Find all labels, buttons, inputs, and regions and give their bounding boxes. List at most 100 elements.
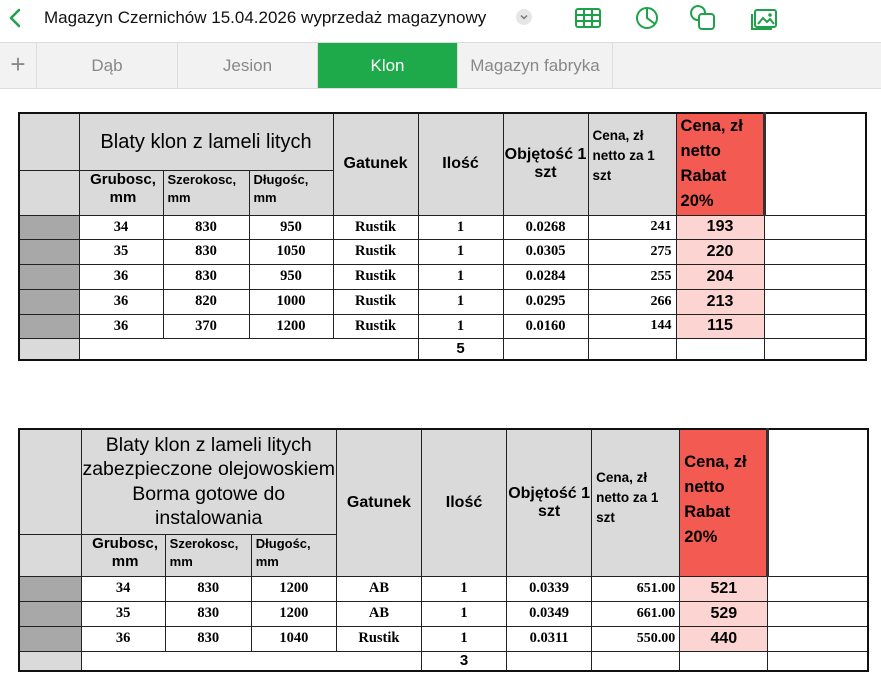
empty-cell[interactable] (80, 650, 422, 672)
cell-objetosc[interactable]: 0.0268 (502, 214, 589, 240)
header-cena-rabat[interactable]: Cena, zł netto Rabat 20% (679, 428, 770, 577)
cell-total-ilosc[interactable]: 3 (420, 650, 508, 672)
cell-objetosc[interactable]: 0.0311 (506, 625, 593, 652)
table-row[interactable]: 35 830 1200 AB 1 0.0349 661.00 529 (18, 600, 869, 627)
cell-cena[interactable]: 661.00 (591, 600, 681, 627)
table-row[interactable]: 36 820 1000 Rustik 1 0.0295 266 213 (18, 288, 867, 315)
cell-objetosc[interactable]: 0.0349 (506, 600, 593, 627)
cell-szerokosc[interactable]: 830 (164, 600, 252, 627)
cell-objetosc[interactable]: 0.0339 (506, 575, 593, 602)
cell-szerokosc[interactable]: 830 (164, 625, 252, 652)
header-szerokosc[interactable]: Szerokosc, mm (162, 169, 250, 216)
cell-ilosc[interactable]: 1 (420, 600, 508, 627)
row-header-cell[interactable] (18, 650, 82, 672)
cell-cena-rabat[interactable]: 220 (675, 238, 765, 265)
cell-szerokosc[interactable]: 830 (162, 214, 250, 240)
header-cena[interactable]: Cena, zł netto za 1 szt (587, 112, 677, 216)
cell-cena[interactable]: 241 (587, 214, 677, 240)
cell-dlugosc[interactable]: 1200 (248, 313, 334, 339)
empty-cell[interactable] (767, 600, 869, 627)
header-cena-rabat[interactable]: Cena, zł netto Rabat 20% (675, 112, 766, 216)
cell-ilosc[interactable]: 1 (417, 313, 504, 339)
empty-cell[interactable] (767, 650, 869, 672)
empty-cell[interactable] (78, 337, 419, 361)
cell-objetosc[interactable]: 0.0284 (502, 263, 589, 290)
empty-cell[interactable] (767, 428, 869, 577)
table-row[interactable]: 36 830 950 Rustik 1 0.0284 255 204 (18, 263, 867, 290)
cell-objetosc[interactable]: 0.0295 (502, 288, 589, 315)
media-icon[interactable] (750, 5, 778, 31)
shapes-icon[interactable] (690, 5, 718, 31)
cell-cena-rabat[interactable]: 521 (679, 575, 769, 602)
cell-cena[interactable]: 651.00 (591, 575, 681, 602)
row-header-cell[interactable] (18, 313, 80, 339)
cell-cena-rabat[interactable]: 213 (675, 288, 765, 315)
row-header-cell[interactable] (18, 238, 80, 265)
cell-cena[interactable]: 275 (587, 238, 677, 265)
document-title[interactable]: Magazyn Czernichów 15.04.2026 wyprzedaż … (44, 8, 487, 27)
empty-cell[interactable] (675, 337, 765, 361)
table-title[interactable]: Blaty klon z lameli litych zabezpieczone… (80, 428, 337, 535)
header-dlugosc[interactable]: Długośc, mm (248, 169, 334, 216)
cell-szerokosc[interactable]: 830 (162, 263, 250, 290)
table-row[interactable]: 36 370 1200 Rustik 1 0.0160 144 115 (18, 313, 867, 339)
cell-cena-rabat[interactable]: 440 (679, 625, 769, 652)
cell-dlugosc[interactable]: 1200 (250, 600, 337, 627)
row-header-cell[interactable] (18, 263, 80, 290)
empty-cell[interactable] (506, 650, 593, 672)
cell-dlugosc[interactable]: 950 (248, 263, 334, 290)
cell-cena[interactable]: 255 (587, 263, 677, 290)
cell-ilosc[interactable]: 1 (417, 288, 504, 315)
table-row[interactable]: 36 830 1040 Rustik 1 0.0311 550.00 440 (18, 625, 869, 652)
table-title[interactable]: Blaty klon z lameli litych (78, 112, 334, 171)
cell-ilosc[interactable]: 1 (417, 263, 504, 290)
table-klon-lamele-borma[interactable]: Blaty klon z lameli litych zabezpieczone… (18, 428, 869, 672)
add-sheet-icon[interactable]: + (0, 43, 37, 88)
header-grubosc[interactable]: Grubosc, mm (78, 169, 164, 216)
cell-grubosc[interactable]: 34 (80, 575, 166, 602)
table-total-row[interactable]: 3 (18, 650, 869, 672)
row-header-cell[interactable] (18, 112, 80, 171)
tab-jesion[interactable]: Jesion (178, 43, 318, 88)
table-klon-lamele[interactable]: Blaty klon z lameli litych Gatunek Ilość… (18, 112, 868, 361)
cell-cena-rabat[interactable]: 204 (675, 263, 765, 290)
empty-cell[interactable] (591, 650, 681, 672)
cell-ilosc[interactable]: 1 (417, 214, 504, 240)
cell-cena[interactable]: 550.00 (591, 625, 681, 652)
cell-objetosc[interactable]: 0.0305 (502, 238, 589, 265)
cell-gatunek[interactable]: Rustik (332, 238, 419, 265)
empty-cell[interactable] (502, 337, 589, 361)
cell-grubosc[interactable]: 35 (80, 600, 166, 627)
cell-szerokosc[interactable]: 820 (162, 288, 250, 315)
empty-cell[interactable] (763, 288, 867, 315)
dropdown-chevron-icon[interactable] (516, 9, 532, 25)
table-icon[interactable] (574, 5, 602, 31)
cell-gatunek[interactable]: AB (335, 575, 422, 602)
row-header-cell[interactable] (18, 169, 80, 216)
cell-szerokosc[interactable]: 830 (162, 238, 250, 265)
cell-objetosc[interactable]: 0.0160 (502, 313, 589, 339)
cell-grubosc[interactable]: 36 (80, 625, 166, 652)
cell-grubosc[interactable]: 36 (78, 288, 164, 315)
cell-gatunek[interactable]: Rustik (335, 625, 422, 652)
cell-cena-rabat[interactable]: 115 (675, 313, 765, 339)
chart-icon[interactable] (633, 5, 661, 31)
cell-gatunek[interactable]: Rustik (332, 313, 419, 339)
cell-gatunek[interactable]: Rustik (332, 288, 419, 315)
empty-cell[interactable] (763, 112, 867, 216)
header-ilosc[interactable]: Ilość (417, 112, 504, 216)
cell-cena[interactable]: 266 (587, 288, 677, 315)
cell-ilosc[interactable]: 1 (417, 238, 504, 265)
empty-cell[interactable] (763, 214, 867, 240)
cell-gatunek[interactable]: Rustik (332, 214, 419, 240)
header-objetosc[interactable]: Objętość 1 szt (502, 112, 589, 216)
cell-cena[interactable]: 144 (587, 313, 677, 339)
row-header-cell[interactable] (18, 288, 80, 315)
cell-szerokosc[interactable]: 830 (164, 575, 252, 602)
empty-cell[interactable] (587, 337, 677, 361)
tab-dab[interactable]: Dąb (37, 43, 178, 88)
header-ilosc[interactable]: Ilość (420, 428, 508, 577)
empty-cell[interactable] (763, 313, 867, 339)
table-row[interactable]: 35 830 1050 Rustik 1 0.0305 275 220 (18, 238, 867, 265)
cell-szerokosc[interactable]: 370 (162, 313, 250, 339)
